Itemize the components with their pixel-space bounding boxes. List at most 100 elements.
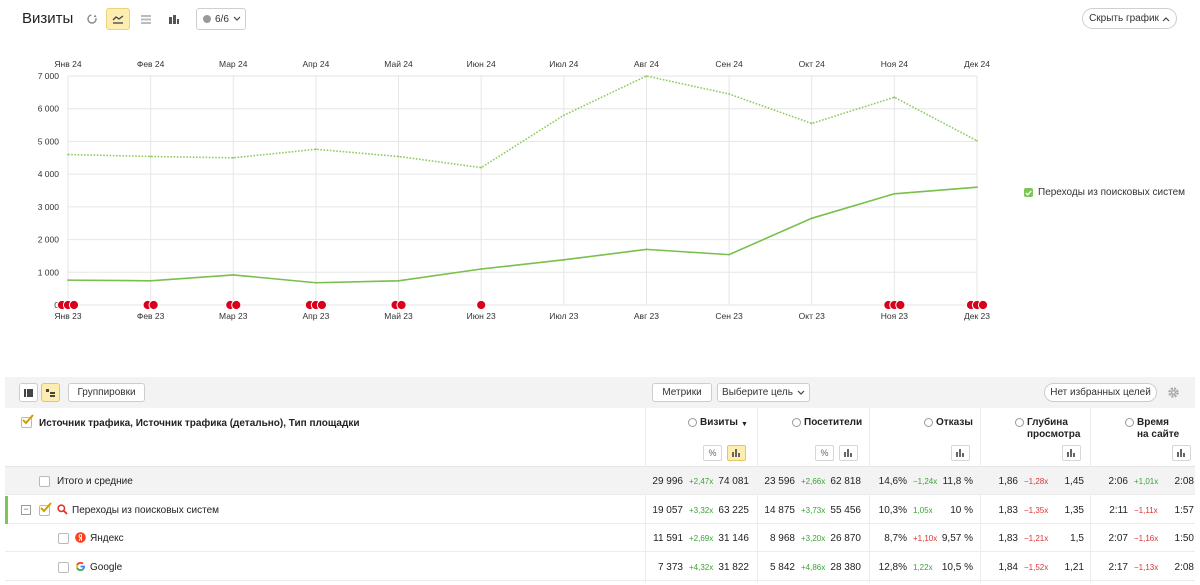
change-factor: −1,13x — [1134, 562, 1159, 572]
percent-toggle-button[interactable]: % — [815, 445, 834, 461]
groupings-button[interactable]: Группировки — [68, 383, 145, 402]
change-factor: +2,47x — [689, 477, 714, 486]
refresh-icon — [87, 14, 97, 24]
row-label[interactable]: Google — [90, 561, 123, 573]
table-row[interactable]: − Переходы из поисковых систем 19 057 +3,32… — [5, 495, 1195, 524]
table-total-row[interactable]: Итого и средние 29 996 +2,47x 74 081 23 596 +… — [5, 467, 1195, 495]
row-checkbox[interactable] — [58, 533, 69, 544]
list-view-icon — [24, 388, 33, 397]
percent-toggle-button[interactable]: % — [703, 445, 722, 461]
metric-header[interactable]: Время на сайте — [1125, 417, 1181, 441]
select-all-checkbox[interactable] — [21, 414, 34, 428]
info-icon[interactable] — [924, 418, 933, 427]
metric-previous-value: 2:08 — [1174, 561, 1194, 573]
metric-previous-value: 2:08 — [1174, 476, 1194, 487]
settings-button[interactable] — [1167, 386, 1180, 402]
change-factor: +4,86x — [801, 562, 826, 572]
series-line-current — [67, 75, 978, 169]
info-icon[interactable] — [1125, 418, 1134, 427]
dimension-header[interactable]: Источник трафика, Источник трафика (дета… — [39, 418, 360, 429]
collapse-toggle-button[interactable]: − — [21, 504, 31, 515]
column-separator — [645, 408, 646, 583]
legend-checkbox[interactable] — [1024, 188, 1033, 197]
x-tick-label-bottom: Дек 23 — [964, 311, 990, 321]
refresh-button[interactable] — [80, 8, 104, 30]
x-tick-label-top: Фев 24 — [137, 59, 165, 69]
change-factor: −1,11x — [1134, 505, 1158, 515]
metric-previous-value: 1,21 — [1064, 561, 1084, 573]
hide-chart-button[interactable]: Скрыть график — [1082, 8, 1177, 29]
metric-value: 5 842 — [769, 561, 795, 573]
metric-previous-value: 10,5 % — [941, 561, 973, 573]
period-label: 6/6 — [215, 13, 229, 25]
chart-toggle-button[interactable] — [727, 445, 746, 461]
x-tick-label-bottom: Янв 23 — [54, 311, 81, 321]
change-factor: +2,66x — [801, 477, 826, 486]
metric-previous-value: 10 % — [950, 504, 973, 516]
data-point — [315, 148, 317, 151]
x-tick-label-bottom: Фев 23 — [137, 311, 165, 321]
info-icon[interactable] — [792, 418, 801, 427]
row-checkbox[interactable] — [39, 501, 52, 516]
table-row[interactable]: Google 7 373 +4,32x 31 822 5 842 +4,86x 28 380… — [5, 553, 1195, 581]
chart-toggle-button[interactable] — [951, 445, 970, 461]
metric-value: 1,86 — [998, 476, 1018, 487]
annotation-marker-icon — [231, 299, 242, 311]
data-point — [67, 279, 69, 282]
data-point — [893, 192, 896, 195]
row-checkbox[interactable] — [39, 476, 50, 487]
visits-line-chart: 0 1 000 2 000 3 000 4 000 5 000 6 000 7 000 Янв … — [38, 59, 991, 321]
compare-period-dropdown[interactable]: 6/6 — [196, 8, 246, 30]
row-label[interactable]: Переходы из поисковых систем — [72, 504, 220, 516]
info-icon[interactable] — [688, 418, 697, 427]
metric-header[interactable]: Глубина просмотра — [1015, 417, 1081, 441]
tree-view-button[interactable] — [41, 383, 60, 402]
metric-value: 8,7% — [884, 533, 907, 544]
metric-value: 12,8% — [878, 561, 907, 573]
report-toolbar: Группировки Метрики Выберите цель Нет из… — [5, 377, 1195, 408]
table-header: Источник трафика, Источник трафика (дета… — [5, 408, 1195, 583]
change-factor: 1,05x — [913, 505, 933, 515]
data-point — [645, 75, 648, 77]
chart-toggle-button[interactable] — [1172, 445, 1191, 461]
chart-legend[interactable]: Переходы из поисковых систем — [1024, 187, 1185, 198]
favorite-goals-button[interactable]: Нет избранных целей — [1044, 383, 1157, 402]
annotation-marker-icon — [977, 299, 989, 311]
row-label[interactable]: Яндекс — [90, 533, 124, 544]
bar-chart-icon — [1067, 449, 1075, 457]
data-point — [149, 155, 152, 158]
metric-header-label: Глубина просмотра — [1027, 417, 1081, 440]
hide-chart-label: Скрыть график — [1089, 13, 1159, 24]
row-checkbox[interactable] — [58, 561, 69, 573]
metric-previous-value: 1:50 — [1174, 533, 1194, 544]
metric-value: 23 596 — [764, 476, 795, 487]
metric-header[interactable]: Посетители — [792, 417, 862, 429]
bar-chart-button[interactable] — [162, 8, 186, 30]
metric-value: 14 875 — [764, 504, 795, 516]
chart-toggle-button[interactable] — [1062, 445, 1081, 461]
y-tick-label: 0 — [54, 300, 59, 310]
change-factor: +1,10x — [913, 534, 938, 543]
check-icon — [22, 414, 34, 425]
area-chart-button[interactable] — [134, 8, 158, 30]
row-source-icon — [75, 532, 86, 546]
metrics-button[interactable]: Метрики — [652, 383, 712, 402]
metric-previous-value: 62 818 — [830, 476, 861, 487]
metric-header[interactable]: Визиты ▼ — [688, 417, 748, 431]
change-factor: +2,69x — [689, 534, 714, 543]
table-row[interactable]: Яндекс 11 591 +2,69x 31 146 8 968 +3,20x 26 87… — [5, 524, 1195, 552]
period-dot-icon — [203, 15, 211, 23]
y-tick-label: 4 000 — [38, 169, 60, 179]
metric-previous-value: 74 081 — [718, 476, 749, 487]
metric-header[interactable]: Отказы — [924, 417, 973, 429]
change-factor: +3,20x — [801, 534, 826, 543]
row-label[interactable]: Итого и средние — [57, 476, 133, 487]
info-icon[interactable] — [1015, 418, 1024, 427]
goal-select[interactable]: Выберите цель — [717, 383, 810, 402]
line-chart-button[interactable] — [106, 8, 130, 30]
column-separator — [1090, 408, 1091, 583]
flat-view-button[interactable] — [19, 383, 38, 402]
chart-toggle-button[interactable] — [839, 445, 858, 461]
y-tick-label: 3 000 — [38, 202, 60, 212]
report-header: Визиты 6/6 Скрыть график — [0, 0, 1200, 38]
